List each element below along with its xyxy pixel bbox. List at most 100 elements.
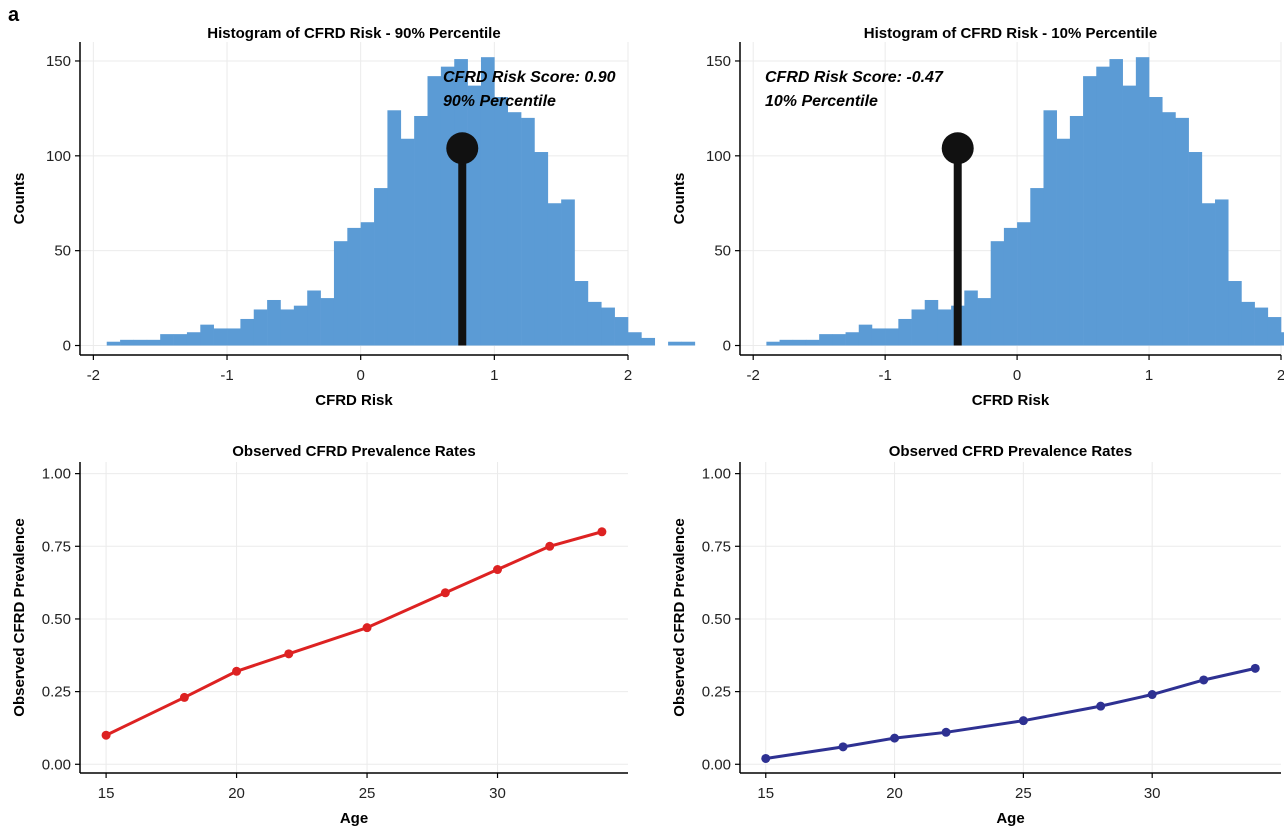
histogram-bar: [805, 339, 820, 346]
histogram-bar: [792, 339, 807, 346]
x-tick-label: 1: [490, 367, 498, 384]
histogram-bar: [601, 307, 615, 346]
x-axis-label: CFRD Risk: [315, 392, 393, 409]
histogram-bar: [227, 328, 241, 346]
histogram-bar: [253, 309, 268, 346]
histogram-bar: [521, 117, 535, 346]
histogram-bar: [173, 334, 188, 346]
data-point: [1096, 701, 1106, 711]
x-tick-label: -1: [220, 367, 233, 384]
y-tick-label: 1.00: [702, 466, 731, 483]
histogram-bar: [280, 309, 295, 346]
annotation-text: 90% Percentile: [443, 93, 556, 110]
chart-panel-2: CFRD Risk Score: -0.47 10% Percentile -2 -1…: [671, 25, 1284, 409]
chart-title: Observed CFRD Prevalence Rates: [232, 443, 475, 460]
x-tick-label: 1: [1145, 367, 1153, 384]
histogram-bar: [1267, 317, 1282, 346]
histogram-bar: [1083, 76, 1097, 346]
y-axis-label: Counts: [671, 173, 688, 225]
x-tick-label: 25: [359, 785, 376, 802]
histogram-bar: [1043, 110, 1057, 346]
x-tick-label: 30: [489, 785, 506, 802]
annotation-text: CFRD Risk Score: 0.90: [443, 69, 616, 86]
histogram-bar: [911, 309, 926, 346]
data-point: [761, 753, 771, 763]
histogram-bar: [1003, 227, 1018, 346]
y-tick-label: 0.50: [42, 611, 71, 628]
histogram-bar: [200, 324, 214, 346]
percentile-marker-dot: [446, 132, 479, 165]
histogram-bar: [387, 110, 402, 346]
data-point: [1199, 675, 1209, 685]
y-tick-label: 0.00: [42, 756, 71, 773]
x-tick-label: 2: [1277, 367, 1284, 384]
histogram-bar: [267, 299, 281, 346]
histogram-bar: [858, 324, 873, 346]
histogram-bar: [427, 76, 442, 346]
data-point: [545, 541, 555, 551]
y-tick-label: 0.75: [42, 538, 71, 555]
data-point: [1018, 716, 1028, 726]
histogram-bar: [307, 290, 321, 346]
y-tick-label: 0: [63, 338, 71, 355]
histogram-bar: [547, 203, 562, 346]
histogram-bar: [587, 301, 602, 346]
y-tick-label: 0.25: [42, 684, 71, 701]
data-point: [232, 666, 242, 676]
histogram-bar: [668, 341, 682, 346]
histogram-bar: [898, 318, 912, 346]
data-point: [1147, 690, 1157, 700]
histogram-bar: [1109, 59, 1123, 346]
y-tick-label: 0.00: [702, 756, 731, 773]
histogram-bar: [494, 97, 509, 346]
x-tick-label: 2: [624, 367, 632, 384]
data-point: [179, 692, 189, 702]
x-tick-label: -1: [878, 367, 891, 384]
annotation-text: CFRD Risk Score: -0.47: [765, 69, 944, 86]
histogram-bar: [1241, 301, 1255, 346]
annotation-text: 10% Percentile: [765, 93, 878, 110]
chart-panel-4: 15 20 25 30 0.00 0.25 0.50 0.75 1.00 Observed CFR…: [671, 443, 1281, 827]
histogram-bar: [1281, 332, 1284, 346]
histogram-bar: [681, 341, 696, 346]
histogram-bar: [360, 222, 375, 346]
histogram-bar: [133, 339, 148, 346]
x-tick-label: 15: [757, 785, 774, 802]
histogram-bar: [1135, 57, 1150, 346]
x-tick-label: 20: [228, 785, 245, 802]
histogram-bar: [240, 318, 255, 346]
histogram-bar: [1122, 85, 1137, 346]
y-tick-label: 0.25: [702, 684, 731, 701]
chart-panel-1: CFRD Risk Score: 0.90 90% Percentile -2 -1 0…: [11, 25, 696, 409]
histogram-bar: [977, 298, 992, 346]
histogram-bar: [534, 152, 549, 346]
data-point: [1250, 663, 1260, 673]
histogram-bar: [507, 112, 522, 346]
y-axis-label: Observed CFRD Prevalence: [671, 518, 688, 716]
x-tick-label: 20: [886, 785, 903, 802]
histogram-bar: [1030, 188, 1044, 346]
histogram-bar: [467, 85, 482, 346]
y-tick-label: 50: [54, 243, 71, 260]
data-point: [362, 623, 372, 633]
data-point: [597, 527, 607, 537]
histogram-bar: [213, 328, 228, 346]
y-axis-label: Counts: [11, 173, 28, 225]
x-axis-label: Age: [340, 810, 368, 827]
histogram-bar: [885, 328, 899, 346]
histogram-bar: [819, 334, 833, 346]
histogram-bar: [186, 332, 201, 346]
histogram-bar: [614, 317, 629, 346]
y-tick-label: 100: [706, 148, 731, 165]
histogram-bar: [374, 188, 388, 346]
histogram-bar: [333, 241, 348, 346]
x-tick-label: -2: [747, 367, 760, 384]
data-point: [493, 565, 503, 575]
y-tick-label: 0.75: [702, 538, 731, 555]
percentile-marker-dot: [941, 132, 974, 165]
histogram-bar: [347, 227, 361, 346]
histogram-bar: [1149, 97, 1163, 346]
histogram-bar: [1162, 112, 1176, 346]
